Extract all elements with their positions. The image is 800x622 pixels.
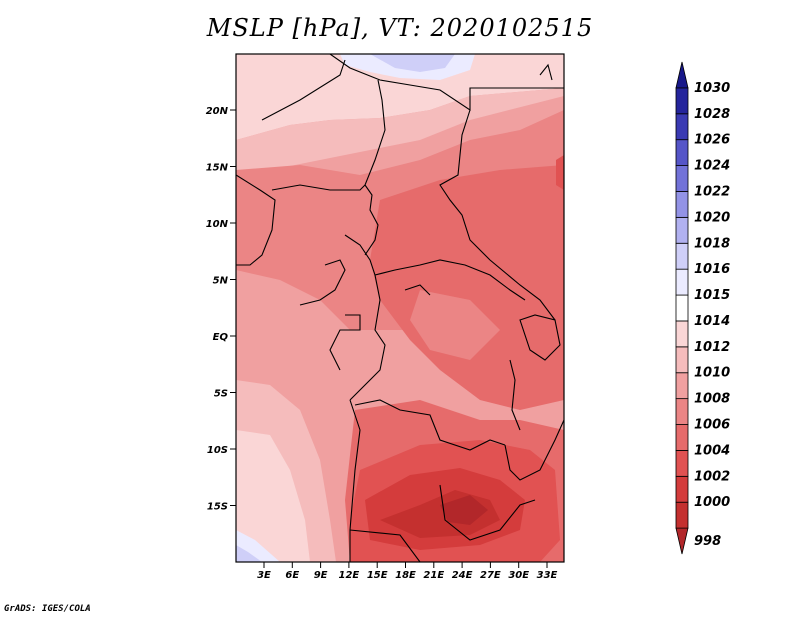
lat-label: 15S [207, 502, 228, 513]
colorbar-swatch [675, 113, 689, 141]
colorbar-label: 1016 [694, 262, 730, 277]
colorbar-label: 1010 [694, 366, 730, 381]
colorbar-label: 1026 [694, 133, 730, 148]
lat-axis: 20N 15N 10N 5N EQ 5S 10S 15S [206, 106, 236, 513]
colorbar-swatch [675, 450, 689, 477]
border-car [344, 234, 526, 301]
border-mali-algeria [261, 59, 346, 121]
credit-text: GrADS: IGES/COLA [4, 604, 91, 614]
field-1004-east [556, 155, 564, 190]
colorbar-label: 1022 [694, 184, 730, 199]
colorbar-label: 1028 [694, 107, 730, 122]
colorbar-label: 1020 [694, 210, 730, 225]
colorbar-swatch [675, 268, 689, 296]
field-1006-east [370, 165, 564, 410]
colorbar-swatch [675, 527, 689, 555]
colorbar-label: 1002 [694, 469, 730, 484]
lat-label: 15N [206, 163, 229, 174]
colorbar-label: 1014 [694, 314, 730, 329]
lon-label: 33E [537, 570, 558, 581]
coast-egypt [539, 63, 553, 81]
colorbar-label: 1000 [694, 495, 730, 510]
border-namibia [349, 529, 421, 562]
border-interior [404, 284, 431, 296]
colorbar-swatch [675, 139, 689, 166]
colorbar-label: 1018 [694, 236, 730, 251]
colorbar-swatch [675, 398, 689, 425]
field-1012-north [236, 88, 564, 175]
lon-label: 24E [452, 570, 473, 581]
colorbar-label: 1008 [694, 392, 730, 407]
lon-label: 18E [395, 570, 416, 581]
map-frame [235, 53, 565, 563]
lat-label: 20N [206, 106, 229, 117]
lon-label: 27E [480, 570, 501, 581]
field-1008-congo [410, 290, 500, 360]
field-1014-north [236, 54, 564, 140]
lon-label: 9E [314, 570, 328, 581]
coast-angola [349, 399, 361, 562]
colorbar-swatch [675, 216, 689, 244]
colorbar-swatch [675, 61, 689, 89]
colorbar-label: 1012 [694, 340, 730, 355]
field-1014-southwest [236, 430, 310, 562]
colorbar-swatch [675, 242, 689, 270]
colorbar-label: 1030 [694, 81, 730, 96]
lat-label: 5S [214, 389, 228, 400]
colorbar-label: 1015 [694, 288, 730, 303]
colorbar-swatch [675, 320, 689, 348]
border-malawi [504, 419, 564, 481]
colorbar-swatch [675, 346, 689, 374]
field-1018-southwest [236, 545, 262, 562]
lon-axis: 3E 6E 9E 12E 15E 18E 21E 24E 27E 30E 33E [257, 562, 558, 581]
colorbar-swatch [675, 501, 689, 529]
colorbar-swatch [675, 424, 689, 451]
lon-label: 15E [367, 570, 388, 581]
border-west-africa [236, 174, 276, 266]
lon-label: 12E [339, 570, 360, 581]
lon-label: 21E [423, 570, 444, 581]
colorbar-label: 1004 [694, 443, 730, 458]
lake-tanganyika [509, 359, 521, 431]
lat-label: 5N [213, 276, 229, 287]
lon-label: 6E [285, 570, 299, 581]
lat-label: 10N [206, 219, 229, 230]
lat-label: EQ [213, 332, 229, 343]
border-chad-sudan [439, 109, 556, 321]
border-zambia [439, 484, 536, 541]
field-998-core [440, 495, 488, 525]
lake-victoria [519, 314, 561, 361]
colorbar-label: 998 [694, 534, 721, 549]
border-drc-angola [354, 399, 506, 451]
colorbar-swatch [675, 191, 689, 218]
map-title: MSLP [hPa], VT: 2020102515 [206, 14, 594, 42]
colorbar-swatch [675, 87, 689, 115]
lon-label: 3E [257, 570, 271, 581]
colorbar-swatch [675, 372, 689, 400]
border-niger-chad [364, 79, 386, 256]
colorbar-swatch [675, 294, 689, 322]
country-borders [236, 54, 564, 562]
colorbar-label: 1024 [694, 159, 730, 174]
border-congo [349, 274, 386, 401]
colorbar-swatch [675, 165, 689, 192]
colorbar-label: 1006 [694, 418, 730, 433]
border-gabon [329, 314, 361, 371]
border-cameroon [299, 259, 346, 306]
lon-label: 30E [508, 570, 529, 581]
lat-label: 10S [207, 445, 228, 456]
border-libya [329, 54, 564, 112]
border-niger-nigeria [271, 184, 366, 191]
colorbar-swatch [675, 475, 689, 503]
field-1018-north [370, 54, 455, 72]
colorbar: 998 1000 1002 1004 1006 1008 1010 1012 1014 1015 1… [675, 61, 730, 555]
mslp-field [236, 54, 564, 562]
